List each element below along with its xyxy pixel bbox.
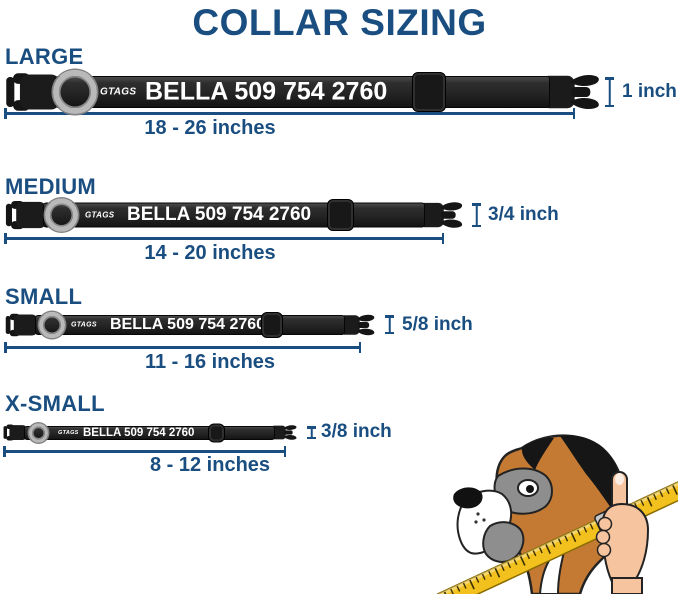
collar-name-text: BELLA 509 754 2760 xyxy=(110,316,266,333)
size-label-xsmall: X-SMALL xyxy=(5,391,105,416)
range-label-large: 18 - 26 inches xyxy=(144,117,276,139)
size-label-large: LARGE xyxy=(5,44,84,69)
page-title: COLLAR SIZING xyxy=(192,2,487,43)
buckle-female-icon xyxy=(6,73,60,111)
brand-logo: GTAGS xyxy=(71,321,97,329)
collar-strap xyxy=(55,76,550,108)
brand-logo: GTAGS xyxy=(85,210,115,220)
collar-name-text: BELLA 509 754 2760 xyxy=(127,204,312,225)
collar-medium: GTAGS BELLA 509 754 2760 xyxy=(5,198,463,232)
collar-strap xyxy=(43,202,425,228)
height-bracket-medium xyxy=(472,203,481,227)
collar-name-text: BELLA 509 754 2760 xyxy=(145,77,388,106)
buckle-male-icon xyxy=(419,202,463,228)
d-ring-icon xyxy=(39,312,65,338)
collar-xsmall: GTAGS BELLA 509 754 2760 xyxy=(3,423,297,442)
tri-glide-slider-icon xyxy=(208,423,225,442)
brand-logo: GTAGS xyxy=(100,86,137,98)
tri-glide-slider-icon xyxy=(412,72,446,112)
collar-small: GTAGS BELLA 509 754 2760 xyxy=(5,312,375,338)
d-ring-icon xyxy=(29,423,48,442)
height-bracket-large xyxy=(605,77,614,107)
brand-logo: GTAGS xyxy=(58,429,79,436)
measure-line-small xyxy=(4,342,361,352)
width-label-xsmall: 3/8 inch xyxy=(321,421,392,442)
measure-line-xsmall xyxy=(3,446,286,456)
measure-line-large xyxy=(4,108,575,118)
collar-large: GTAGS BELLA 509 754 2760 xyxy=(5,70,600,114)
tri-glide-slider-icon xyxy=(261,312,283,338)
d-ring-icon xyxy=(45,198,78,232)
buckle-male-icon xyxy=(340,314,375,336)
range-label-small: 11 - 16 inches xyxy=(144,351,276,373)
size-label-small: SMALL xyxy=(5,284,83,309)
dog-neck-measuring-illustration xyxy=(436,434,678,594)
collar-name-text: BELLA 509 754 2760 xyxy=(83,426,195,439)
measure-line-medium xyxy=(4,233,444,243)
tri-glide-slider-icon xyxy=(327,199,354,231)
width-label-large: 1 inch xyxy=(622,81,677,102)
height-bracket-small xyxy=(385,315,394,334)
d-ring-icon xyxy=(53,70,97,114)
range-label-xsmall: 8 - 12 inches xyxy=(149,454,271,476)
buckle-male-icon xyxy=(542,74,599,110)
height-bracket-xsmall xyxy=(307,426,316,439)
buckle-female-icon xyxy=(3,424,27,441)
buckle-female-icon xyxy=(5,200,47,230)
size-label-medium: MEDIUM xyxy=(5,174,97,199)
width-label-medium: 3/4 inch xyxy=(488,204,559,225)
range-label-medium: 14 - 20 inches xyxy=(144,242,276,264)
buckle-female-icon xyxy=(5,313,38,337)
width-label-small: 5/8 inch xyxy=(402,314,473,335)
